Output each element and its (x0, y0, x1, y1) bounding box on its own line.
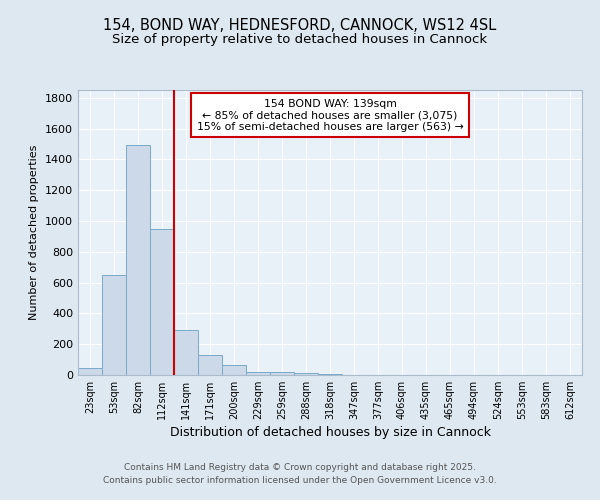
Bar (294, 374, 318, 375)
Text: Contains public sector information licensed under the Open Government Licence v3: Contains public sector information licen… (103, 476, 497, 485)
Bar (246, 372, 270, 375)
Y-axis label: Number of detached properties: Number of detached properties (29, 145, 40, 320)
Bar (150, 228, 174, 375)
Bar (198, 355, 222, 375)
Text: Contains HM Land Registry data © Crown copyright and database right 2025.: Contains HM Land Registry data © Crown c… (124, 462, 476, 471)
Bar (78, 368, 102, 375)
X-axis label: Distribution of detached houses by size in Cannock: Distribution of detached houses by size … (170, 426, 491, 439)
Bar (222, 365, 246, 375)
Bar (126, 144, 150, 375)
Text: Size of property relative to detached houses in Cannock: Size of property relative to detached ho… (112, 32, 488, 46)
Text: 154, BOND WAY, HEDNESFORD, CANNOCK, WS12 4SL: 154, BOND WAY, HEDNESFORD, CANNOCK, WS12… (103, 18, 497, 32)
Bar (174, 330, 198, 375)
Text: 154 BOND WAY: 139sqm
← 85% of detached houses are smaller (3,075)
15% of semi-de: 154 BOND WAY: 139sqm ← 85% of detached h… (197, 98, 463, 132)
Bar (102, 275, 126, 375)
Bar (270, 372, 294, 375)
Bar (318, 374, 342, 375)
